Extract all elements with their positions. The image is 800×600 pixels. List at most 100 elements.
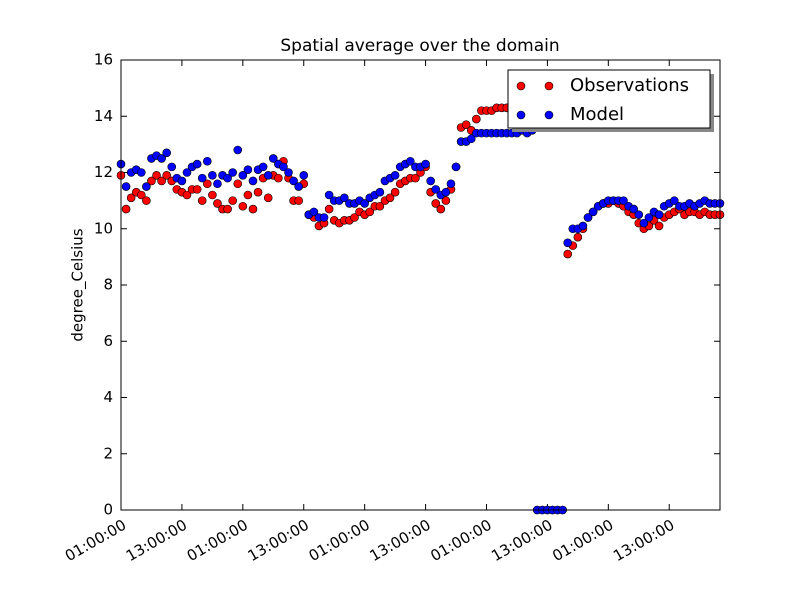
legend-label: Observations [570,75,689,96]
y-axis-label: degree_Celsius [69,228,88,341]
data-point [319,213,329,222]
data-point [228,168,237,177]
data-point [197,196,207,205]
data-point [461,120,471,129]
data-point [639,218,649,228]
data-point [202,179,212,189]
legend-label: Model [570,104,624,125]
data-point [202,156,212,166]
y-tick-label: 16 [94,51,113,69]
data-point [578,221,588,231]
data-point [654,221,664,231]
y-tick-label: 2 [103,444,113,462]
data-point [238,201,248,211]
data-point [192,159,202,169]
data-point [466,134,476,144]
y-tick-label: 10 [94,219,113,237]
data-point [152,171,161,180]
data-point [654,210,664,219]
legend-marker [516,110,526,120]
data-point [253,187,263,197]
data-point [177,176,187,186]
data-point [390,171,400,180]
data-point [274,173,283,183]
data-point [390,187,400,197]
data-point [385,193,395,203]
data-point [279,162,288,172]
data-point [233,179,243,189]
data-point [340,193,349,203]
data-point [406,156,415,166]
data-point [421,159,430,169]
data-point [294,196,303,205]
data-point [375,201,385,211]
y-tick-label: 8 [103,276,113,294]
y-tick-label: 14 [94,107,113,125]
data-point [213,179,222,189]
data-point [431,199,441,208]
y-tick-label: 4 [103,388,113,406]
data-point [137,168,146,177]
data-point [324,190,334,200]
data-point [472,114,481,124]
data-point [248,204,258,214]
data-point [213,199,222,208]
data-point [573,232,583,242]
chart-title: Spatial average over the domain [280,36,559,56]
data-point [147,176,156,186]
data-point [629,204,639,214]
data-point [162,148,171,158]
data-point [426,176,435,186]
data-point [563,238,573,248]
data-point [208,190,217,200]
data-point [309,207,319,217]
data-point [208,171,217,180]
data-point [360,199,369,208]
data-point [223,204,232,214]
data-point [268,154,278,163]
data-point [411,173,420,183]
data-point [324,204,334,214]
data-point [248,176,258,186]
legend [507,69,711,129]
data-point [142,196,151,205]
data-point [350,213,359,222]
data-point [182,190,192,200]
data-point [243,165,253,174]
data-point [121,204,131,214]
legend-marker [544,110,554,120]
data-point [263,193,273,203]
data-point [167,162,177,172]
data-point [588,207,598,217]
data-point [365,207,375,217]
data-point [228,196,237,205]
data-point [137,190,146,200]
data-point [263,171,273,180]
data-point [284,168,293,177]
data-point [289,176,298,186]
data-point [670,196,679,205]
data-point [238,171,248,180]
data-point [441,187,451,197]
data-point [563,249,573,259]
legend-marker [516,81,526,91]
data-point [299,171,309,180]
y-tick-label: 12 [94,163,113,181]
data-point [126,193,136,203]
data-point [619,196,628,205]
data-point [157,176,166,186]
data-point [233,145,243,155]
data-point [197,173,207,183]
data-point [182,168,192,177]
data-point [431,185,441,194]
data-point [121,182,131,191]
data-point [436,204,446,214]
data-point [634,210,644,219]
data-point [258,162,268,172]
data-point [243,190,253,200]
y-tick-label: 0 [103,501,113,519]
y-tick-label: 6 [103,332,113,350]
plot-frame [120,59,721,511]
data-point [157,154,166,163]
